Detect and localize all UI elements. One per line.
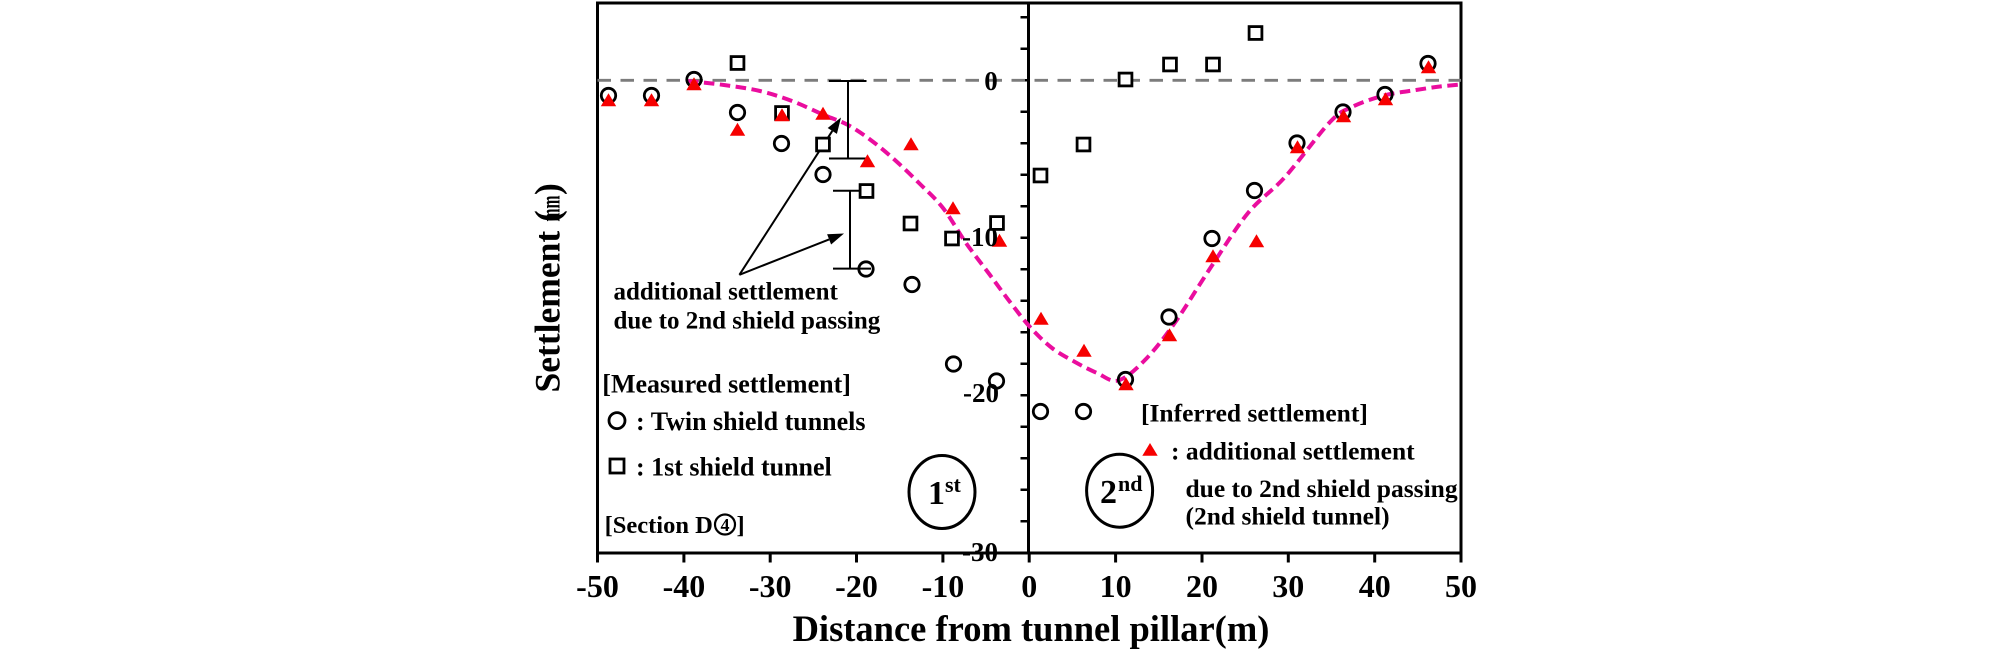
- svg-text:10: 10: [1100, 568, 1132, 604]
- svg-text:0: 0: [984, 66, 998, 96]
- svg-text:[Inferred settlement]: [Inferred settlement]: [1141, 398, 1368, 427]
- svg-text:-30: -30: [962, 537, 998, 567]
- svg-text:additional settlement: additional settlement: [614, 279, 839, 306]
- svg-text:40: 40: [1359, 568, 1391, 604]
- svg-text:: additional settlement: : additional settlement: [1171, 436, 1415, 465]
- svg-text:-10: -10: [922, 568, 965, 604]
- svg-text:4: 4: [721, 515, 730, 535]
- svg-text:-30: -30: [749, 568, 792, 604]
- svg-text:[Section D: [Section D: [605, 512, 713, 539]
- svg-text:0: 0: [1021, 568, 1037, 604]
- svg-text:nd: nd: [1118, 471, 1142, 496]
- svg-text:30: 30: [1272, 568, 1304, 604]
- svg-text:1: 1: [928, 475, 945, 512]
- svg-text:st: st: [945, 472, 962, 497]
- svg-text:: 1st shield tunnel: : 1st shield tunnel: [636, 452, 832, 481]
- svg-text:-20: -20: [835, 568, 878, 604]
- svg-text:mm: mm: [535, 195, 566, 221]
- svg-text:: Twin shield tunnels: : Twin shield tunnels: [636, 407, 866, 436]
- svg-text:50: 50: [1445, 568, 1477, 604]
- svg-text:-50: -50: [576, 568, 619, 604]
- svg-text:Distance from tunnel pillar(m): Distance from tunnel pillar(m): [793, 608, 1270, 649]
- svg-text:[Measured settlement]: [Measured settlement]: [602, 369, 851, 398]
- svg-text:Settlement (: Settlement (: [528, 210, 568, 392]
- svg-text:]: ]: [737, 512, 745, 539]
- svg-text:due to 2nd shield passing: due to 2nd shield passing: [614, 308, 881, 335]
- svg-text:-10: -10: [962, 222, 998, 252]
- svg-text:-20: -20: [963, 378, 999, 408]
- svg-text:20: 20: [1186, 568, 1218, 604]
- svg-text:(2nd shield tunnel): (2nd shield tunnel): [1186, 502, 1390, 531]
- svg-text:): ): [528, 183, 568, 195]
- svg-text:-40: -40: [663, 568, 706, 604]
- svg-text:due to 2nd shield passing: due to 2nd shield passing: [1186, 474, 1458, 503]
- svg-text:2: 2: [1100, 474, 1117, 511]
